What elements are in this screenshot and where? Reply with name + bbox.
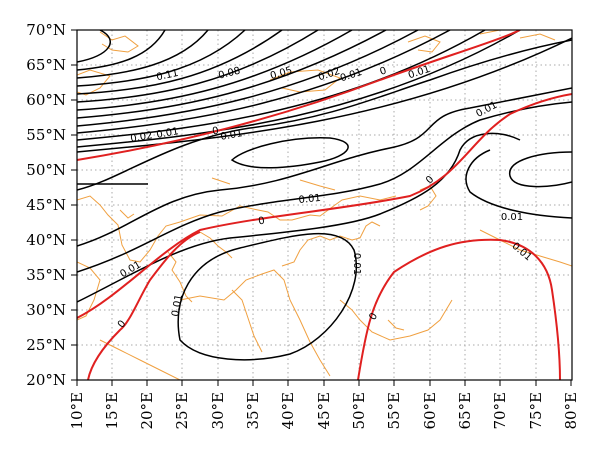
lon-label: 65°E bbox=[456, 392, 474, 430]
zero-contours bbox=[77, 30, 572, 380]
lat-label: 65°N bbox=[26, 56, 66, 74]
lon-label: 20°E bbox=[138, 392, 156, 430]
contour-label: 0.01 bbox=[501, 212, 523, 223]
lat-label: 45°N bbox=[26, 196, 66, 214]
lat-label: 40°N bbox=[26, 231, 66, 249]
lon-label: 80°E bbox=[562, 392, 580, 430]
lon-label: 40°E bbox=[279, 392, 297, 430]
lon-label: 60°E bbox=[421, 392, 439, 430]
contour-label: 0 bbox=[367, 311, 380, 322]
lat-label: 55°N bbox=[26, 126, 66, 144]
lon-label: 45°E bbox=[315, 392, 333, 430]
contour-label: 0 bbox=[116, 318, 129, 330]
lon-label: 10°E bbox=[68, 392, 86, 430]
lon-label: 25°E bbox=[173, 392, 191, 430]
tick-marks bbox=[71, 29, 572, 386]
lon-label: 35°E bbox=[244, 392, 262, 430]
contour-label: 0.02 bbox=[130, 130, 154, 145]
lat-label: 50°N bbox=[26, 161, 66, 179]
black-contours bbox=[77, 30, 572, 361]
lat-label: 30°N bbox=[26, 301, 66, 319]
contour-label: 0.08 bbox=[217, 66, 241, 82]
lon-label: 75°E bbox=[527, 392, 545, 430]
lon-axis-labels: 10°E 15°E 20°E 25°E 30°E 35°E 40°E 45°E … bbox=[68, 392, 580, 430]
contour-label: 0 bbox=[211, 126, 219, 138]
lat-label: 35°N bbox=[26, 266, 66, 284]
lat-axis-labels: 70°N 65°N 60°N 55°N 50°N 45°N 40°N 35°N … bbox=[26, 21, 66, 389]
lat-label: 60°N bbox=[26, 91, 66, 109]
lon-label: 55°E bbox=[385, 392, 403, 430]
contour-label: 0.01 bbox=[170, 294, 185, 318]
contour-label: 0 bbox=[378, 65, 387, 77]
contour-label: 0.01 bbox=[298, 193, 321, 206]
lat-label: 20°N bbox=[26, 371, 66, 389]
contour-label: 0.11 bbox=[155, 68, 179, 83]
contour-label: 0.01 bbox=[220, 128, 244, 143]
coastlines bbox=[77, 30, 572, 380]
contour-label: 0 bbox=[257, 216, 265, 228]
lat-label: 25°N bbox=[26, 336, 66, 354]
lon-label: 15°E bbox=[103, 392, 121, 430]
contour-label: 0.01 bbox=[156, 126, 180, 141]
contour-label: 0.01 bbox=[351, 253, 362, 275]
lon-label: 30°E bbox=[209, 392, 227, 430]
lat-label: 70°N bbox=[26, 21, 66, 39]
lon-label: 70°E bbox=[491, 392, 509, 430]
lon-label: 50°E bbox=[350, 392, 368, 430]
